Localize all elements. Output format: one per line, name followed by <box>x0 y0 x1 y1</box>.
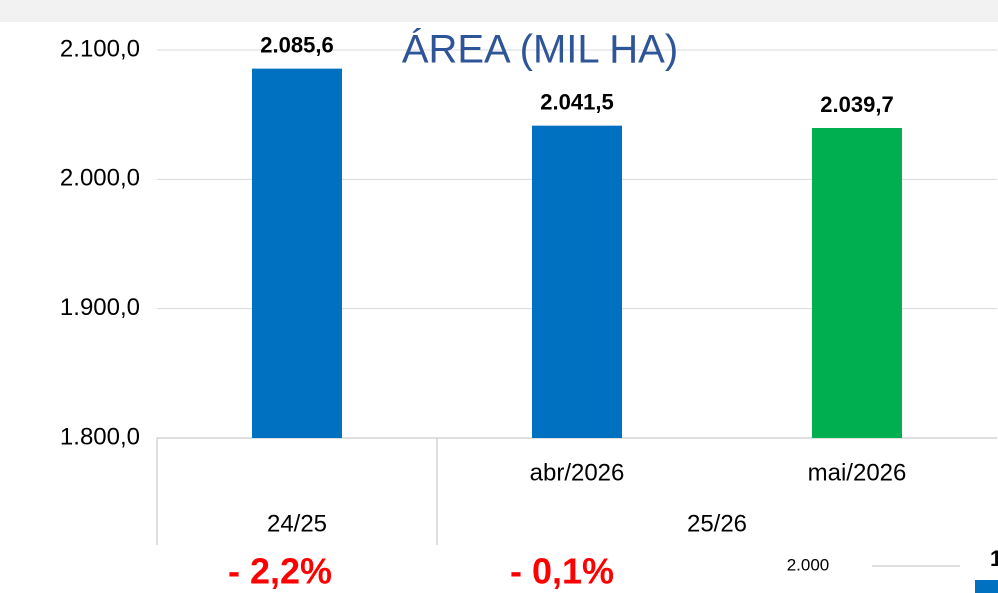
value-label: 2.085,6 <box>260 32 333 57</box>
chart-title: ÁREA (MIL HA) <box>402 27 678 72</box>
y-tick-label: 1.900,0 <box>60 294 140 321</box>
y-tick-label: 1.800,0 <box>60 423 140 450</box>
variation-label: - 0,1% <box>510 551 614 592</box>
variation-label: - 2,2% <box>228 551 332 592</box>
y-tick-label: 2.000,0 <box>60 165 140 192</box>
x-tick-label: mai/2026 <box>808 459 907 486</box>
x-tick-label: abr/2026 <box>530 459 625 486</box>
header-band <box>0 0 998 22</box>
y-tick-label: 2.100,0 <box>60 35 140 62</box>
bar <box>252 68 342 439</box>
bar <box>532 125 622 438</box>
bar <box>812 127 902 438</box>
value-label: 2.039,7 <box>820 92 893 117</box>
group-label: 24/25 <box>267 510 327 537</box>
fragment-square <box>975 580 998 593</box>
value-label: 2.041,5 <box>540 89 613 114</box>
fragment-text: 2.000 <box>787 555 830 574</box>
fragment-text: 1 <box>990 546 998 571</box>
group-label: 25/26 <box>687 510 747 537</box>
